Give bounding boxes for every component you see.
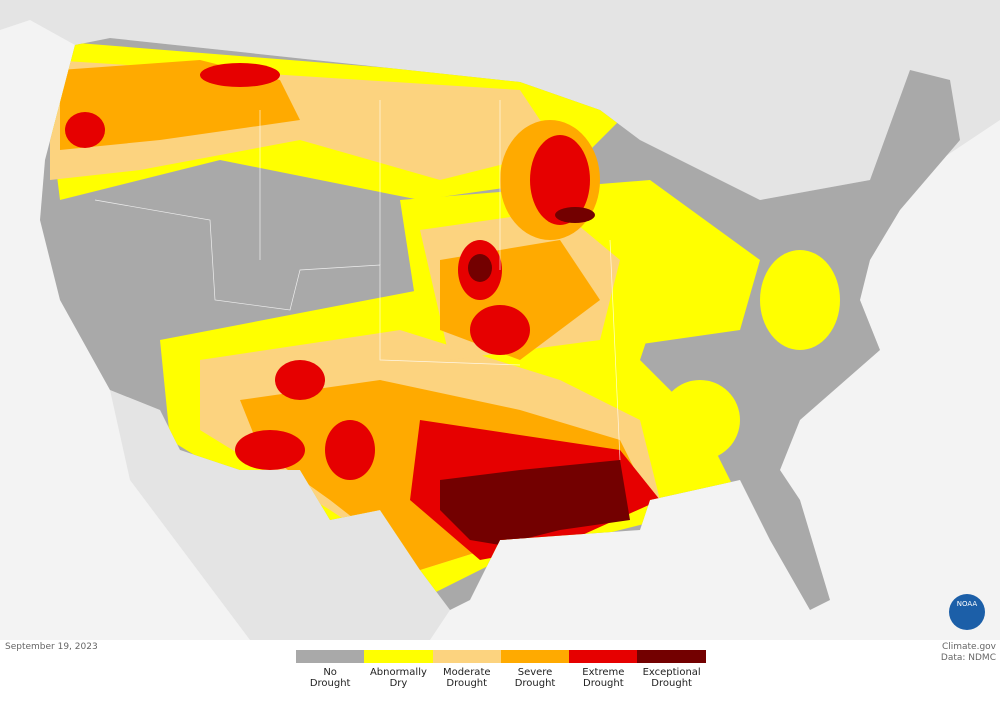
legend-swatch <box>364 650 433 663</box>
canada <box>0 0 1000 210</box>
exceptional-drought-areas <box>440 207 630 545</box>
legend-label: Moderate Drought <box>442 667 491 689</box>
logo-text: NOAA <box>957 600 978 608</box>
credit-site: Climate.gov <box>941 642 996 652</box>
legend-label: Severe Drought <box>514 667 556 689</box>
legend-swatch <box>296 650 365 663</box>
legend-swatch <box>569 650 638 663</box>
date: September 19, 2023 <box>5 642 98 652</box>
legend-swatch <box>432 650 501 663</box>
legend-item: Abnormally Dry <box>364 650 433 689</box>
legend-swatch <box>637 650 706 663</box>
legend-label: Abnormally Dry <box>369 667 427 689</box>
map: NOAA <box>0 0 1000 640</box>
legend-item: Extreme Drought <box>569 650 638 689</box>
legend-swatch <box>500 650 570 663</box>
state-borders <box>94 100 621 461</box>
legend-item: No Drought <box>296 650 365 689</box>
credit-data: Data: NDMC <box>940 653 996 663</box>
legend-item: Severe Drought <box>500 650 570 689</box>
legend-label: Extreme Drought <box>582 667 625 689</box>
legend-item: Exceptional Drought <box>637 650 706 689</box>
legend-label: No Drought <box>309 667 351 689</box>
mexico <box>110 390 450 640</box>
legend: No Drought Abnormally Dry Moderate Drought… <box>296 650 706 689</box>
noaa-logo: NOAA <box>949 594 985 630</box>
legend-item: Moderate Drought <box>432 650 501 689</box>
legend-label: Exceptional Drought <box>642 667 701 689</box>
